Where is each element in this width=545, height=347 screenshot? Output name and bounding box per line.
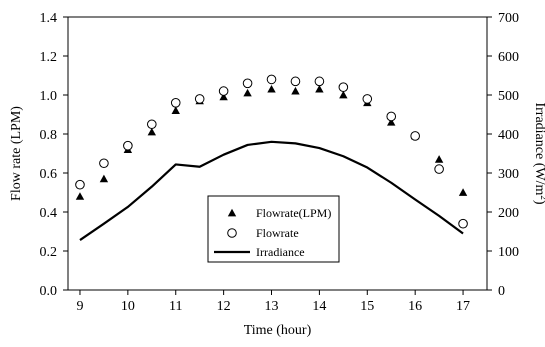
- flowrate-lpm-triangle-point: [291, 86, 300, 95]
- flowrate-circle-point: [218, 86, 229, 96]
- x-tick-label: 14: [312, 299, 326, 314]
- y-right-tick-label: 0: [498, 284, 505, 299]
- flowrate-circle-point: [266, 74, 277, 85]
- y-left-tick-label: 0.6: [40, 167, 58, 182]
- y-left-tick-label: 1.0: [40, 89, 58, 104]
- flowrate-lpm-triangle-point: [339, 90, 348, 99]
- y-right-tick-label: 700: [498, 11, 519, 26]
- irradiance-line: [79, 140, 464, 241]
- x-tick-label: 10: [121, 299, 135, 314]
- x-axis-title: Time (hour): [244, 323, 312, 338]
- y-left-tick-label: 0.8: [40, 128, 58, 143]
- flowrate-lpm-triangle-point: [267, 84, 276, 93]
- y-left-tick-label: 0.2: [40, 245, 58, 260]
- y-left-tick-label: 0.0: [40, 284, 58, 299]
- flowrate-circle-point: [242, 78, 253, 89]
- flowrate-circle-point: [458, 218, 468, 229]
- legend-circle-icon: [227, 228, 237, 238]
- y-left-tick-label: 1.2: [40, 50, 58, 65]
- flowrate-lpm-triangle-point: [147, 127, 156, 136]
- x-tick-label: 16: [408, 299, 422, 314]
- flowrate-circle-point: [290, 76, 301, 87]
- flowrate-lpm-triangle-point: [243, 88, 252, 97]
- y-right-tick-label: 400: [498, 128, 519, 143]
- flowrate-circle-point: [338, 82, 349, 92]
- flowrate-lpm-triangle-point: [171, 106, 180, 114]
- flowrate-lpm-triangle-point: [219, 92, 228, 101]
- flowrate-lpm-triangle-point: [387, 118, 396, 126]
- flowrate-circle-point: [99, 158, 109, 169]
- flowrate-circle-point: [362, 94, 373, 104]
- y-right-tick-label: 100: [498, 245, 519, 260]
- x-tick-label: 9: [76, 299, 83, 314]
- flowrate-circle-point: [314, 76, 325, 87]
- flowrate-circle-point: [386, 111, 397, 122]
- x-tick-label: 15: [360, 299, 374, 314]
- flowrate-circle-point: [434, 164, 444, 174]
- legend-label: Irradiance: [256, 245, 305, 259]
- flowrate-circle-point: [147, 119, 157, 130]
- flowrate-lpm-triangle-point: [458, 188, 468, 196]
- flowrate-circle-point: [170, 98, 181, 108]
- x-tick-label: 13: [265, 299, 279, 314]
- flowrate-circle-point: [123, 140, 133, 151]
- legend-label: Flowrate: [256, 226, 299, 240]
- y-left-tick-label: 0.4: [40, 206, 58, 221]
- flowrate-lpm-triangle-point: [99, 174, 109, 183]
- y-right-tick-label: 500: [498, 89, 519, 104]
- legend-triangle-icon: [227, 208, 237, 217]
- flowrate-lpm-triangle-point: [75, 192, 85, 200]
- y-left-tick-label: 1.4: [40, 11, 58, 26]
- x-tick-label: 12: [217, 299, 231, 314]
- y-right-tick-label: 600: [498, 50, 519, 65]
- x-tick-label: 17: [456, 299, 470, 314]
- legend-label: Flowrate(LPM): [256, 206, 331, 220]
- y-left-axis-title: Flow rate (LPM): [9, 106, 24, 201]
- y-right-tick-label: 300: [498, 167, 519, 182]
- flowrate-circle-point: [75, 179, 85, 190]
- flowrate-circle-point: [410, 131, 420, 141]
- flowrate-circle-point: [194, 94, 205, 104]
- flowrate-lpm-triangle-point: [315, 84, 324, 93]
- flowrate-lpm-triangle-point: [434, 155, 444, 163]
- y-right-tick-label: 200: [498, 206, 519, 221]
- y-right-axis-title: Irradiance (W/m2): [532, 102, 545, 204]
- plot-frame: [67, 16, 488, 291]
- x-tick-label: 11: [169, 299, 182, 314]
